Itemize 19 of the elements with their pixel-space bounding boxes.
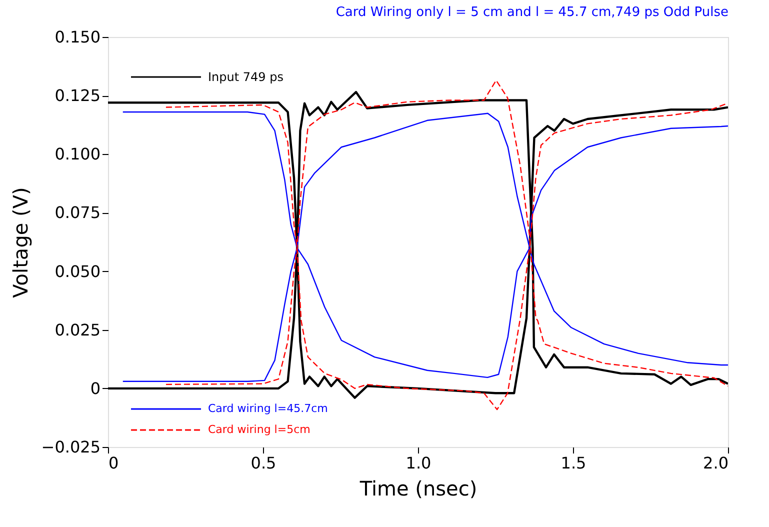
series-label: Input 749 ps: [208, 70, 284, 84]
y-tick-label: 0.125: [54, 86, 100, 106]
x-tick-label: 2.0: [703, 454, 728, 472]
y-tick-label: 0.025: [54, 320, 100, 340]
y-tick-label: 0: [90, 378, 100, 398]
y-tick-label: 0.100: [54, 144, 100, 164]
y-tick-label: 0.150: [54, 28, 100, 46]
chart-title: Card Wiring only l = 5 cm and l = 45.7 cm,749 ps Odd Pulse: [336, 5, 728, 20]
y-axis-title: Voltage (V): [8, 187, 32, 298]
series-label: Card wiring l=45.7cm: [208, 402, 328, 415]
y-tick-label: 0.050: [54, 262, 100, 281]
y-tick-label: −0.025: [41, 438, 100, 456]
x-tick-label: 0: [108, 454, 119, 472]
x-tick-label: 1.0: [406, 454, 432, 472]
x-axis-title: Time (nsec): [358, 476, 478, 500]
y-tick-label: 0.075: [54, 203, 100, 222]
x-tick-label: 1.5: [560, 454, 586, 472]
text: Card wiring l=5cm: [208, 423, 310, 436]
x-tick-label: 0.5: [250, 454, 276, 472]
